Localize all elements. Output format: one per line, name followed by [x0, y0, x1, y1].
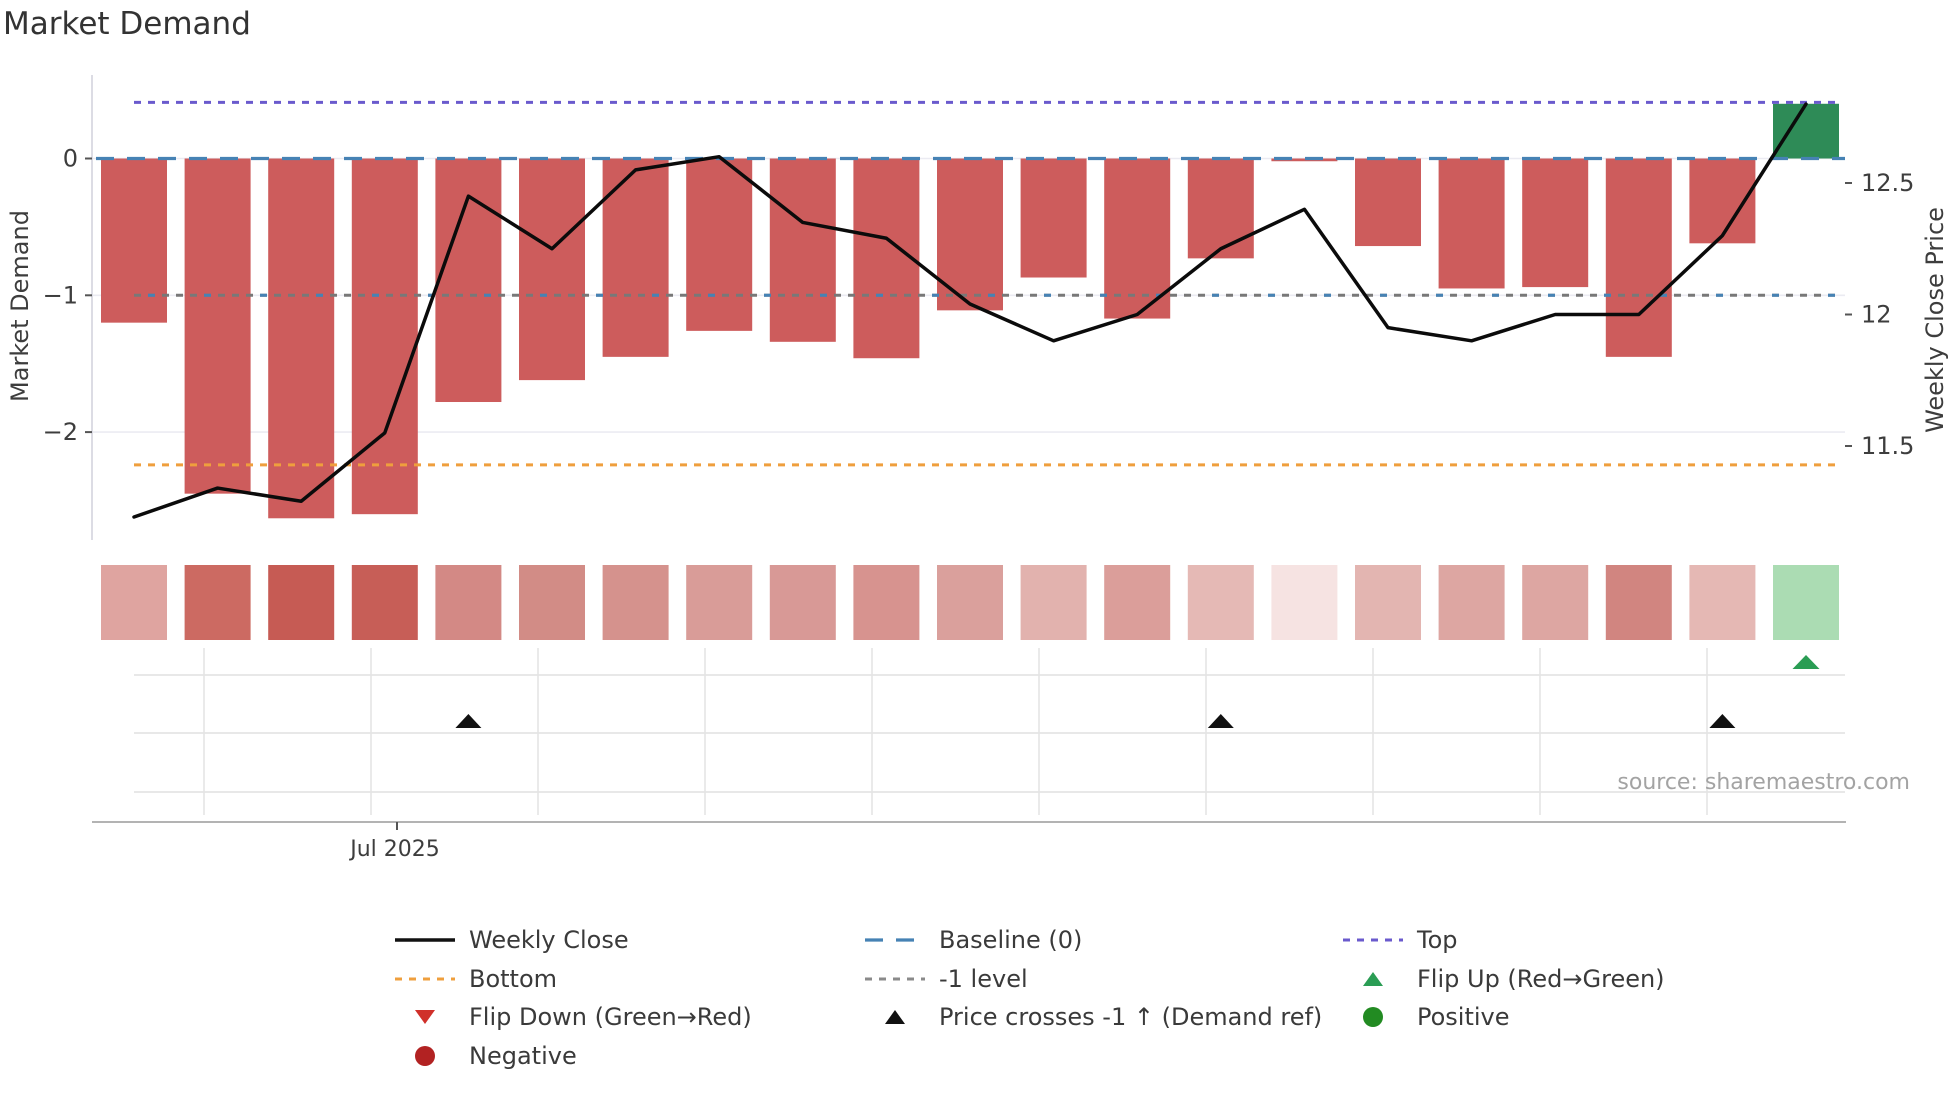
demand-bar	[1355, 158, 1421, 247]
demand-bar	[1522, 158, 1589, 288]
right-tick-label: 11.5	[1861, 432, 1914, 460]
heat-cell	[1020, 565, 1087, 640]
legend-item: Flip Up (Red→Green)	[1341, 964, 1665, 994]
demand-bar	[853, 158, 920, 359]
demand-bar	[1187, 158, 1254, 259]
legend-swatch-dotted-line	[1343, 938, 1403, 942]
demand-bar	[1271, 158, 1338, 162]
heat-cell	[1689, 565, 1756, 640]
right-tick-label: 12.5	[1861, 169, 1914, 197]
legend-label: Flip Down (Green→Red)	[469, 1003, 752, 1031]
heat-cell	[519, 565, 585, 640]
right-tick-label: 12	[1861, 301, 1892, 329]
demand-bar	[519, 158, 585, 381]
legend-item: Baseline (0)	[863, 925, 1082, 955]
heat-cell	[1522, 565, 1589, 640]
left-tick-label: −1	[43, 281, 78, 309]
price-cross-marker	[455, 714, 482, 728]
demand-bar	[351, 158, 418, 515]
heat-cell	[101, 565, 167, 640]
legend-label: Positive	[1417, 1003, 1510, 1031]
left-tick-label: −2	[43, 418, 78, 446]
demand-bar	[1773, 103, 1839, 159]
heat-cell	[268, 565, 335, 640]
legend-swatch-triangle-up	[885, 1010, 905, 1024]
legend-label: Top	[1417, 926, 1458, 954]
price-cross-marker	[1207, 714, 1234, 728]
legend-label: Flip Up (Red→Green)	[1417, 964, 1665, 993]
legend-swatch-circle	[1363, 1007, 1383, 1027]
heat-cell	[686, 565, 753, 640]
legend-item: Bottom	[393, 964, 557, 994]
demand-bar	[101, 158, 167, 323]
heat-cell	[1773, 565, 1839, 640]
legend-swatch-triangle-up	[1363, 971, 1383, 986]
legend-swatch-dotted-line	[395, 977, 455, 980]
legend-item: Flip Down (Green→Red)	[393, 1002, 752, 1032]
left-tick-label: 0	[63, 145, 78, 173]
legend-item: Top	[1341, 925, 1458, 955]
heat-cell	[853, 565, 920, 640]
heat-cell	[1438, 565, 1505, 640]
legend-label: Bottom	[469, 964, 558, 993]
legend-label: Negative	[469, 1041, 577, 1070]
heat-cell	[1271, 565, 1338, 640]
legend-swatch-circle	[415, 1045, 435, 1066]
legend-item: Weekly Close	[393, 925, 629, 955]
demand-bar	[769, 158, 836, 342]
heat-cell	[1355, 565, 1421, 640]
heat-cell	[1104, 565, 1171, 640]
heat-cell	[184, 565, 251, 640]
legend-item: -1 level	[863, 964, 1028, 994]
demand-bar	[1020, 158, 1087, 278]
demand-bar	[1605, 158, 1672, 357]
legend-item: Positive	[1341, 1002, 1510, 1032]
legend-swatch-line	[395, 938, 455, 942]
x-tick-label: Jul 2025	[350, 837, 440, 862]
demand-bar	[1438, 158, 1505, 289]
weekly-close-line	[132, 102, 1808, 519]
legend-label: -1 level	[939, 964, 1028, 993]
demand-bar	[686, 158, 753, 331]
page-title: Market Demand	[3, 6, 251, 42]
heat-cell	[769, 565, 836, 640]
legend-label: Weekly Close	[469, 926, 629, 954]
heat-cell	[351, 565, 418, 640]
demand-bar	[184, 158, 251, 494]
heat-cell	[937, 565, 1003, 640]
price-cross-marker	[1709, 714, 1736, 728]
flip-up-marker	[1792, 655, 1820, 669]
heat-cell	[1187, 565, 1254, 640]
legend-swatch-triangle-down	[415, 1010, 435, 1024]
legend-swatch-dotted-line	[865, 977, 925, 980]
legend-label: Price crosses -1 ↑ (Demand ref)	[939, 1003, 1323, 1031]
heat-cell	[435, 565, 502, 640]
legend-label: Baseline (0)	[939, 926, 1083, 954]
demand-bar	[268, 158, 335, 519]
demand-bar	[602, 158, 669, 357]
legend-item: Price crosses -1 ↑ (Demand ref)	[863, 1002, 1322, 1032]
heat-cell	[602, 565, 669, 640]
legend-swatch-dashed-line	[865, 938, 925, 942]
legend-item: Negative	[393, 1041, 577, 1071]
source-text: source: sharemaestro.com	[1617, 770, 1910, 795]
heat-cell	[1605, 565, 1672, 640]
demand-bar	[1104, 158, 1171, 319]
